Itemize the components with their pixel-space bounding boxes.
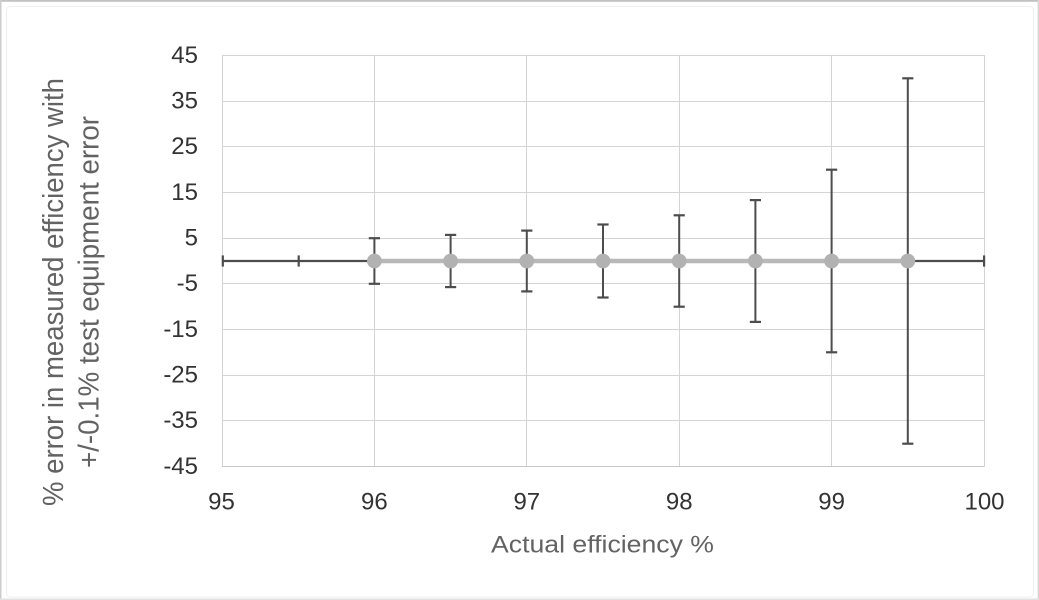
svg-text:Actual efficiency %: Actual efficiency %	[491, 532, 714, 559]
svg-text:35: 35	[171, 87, 198, 114]
svg-text:97: 97	[513, 489, 540, 516]
svg-text:96: 96	[361, 489, 388, 516]
svg-text:5: 5	[185, 225, 198, 252]
svg-text:95: 95	[208, 489, 235, 516]
svg-text:15: 15	[171, 179, 198, 206]
svg-text:% error in measured efficiency: % error in measured efficiency with	[38, 78, 70, 506]
svg-text:25: 25	[171, 133, 198, 160]
svg-text:-5: -5	[177, 270, 198, 297]
svg-text:98: 98	[666, 489, 693, 516]
svg-text:-45: -45	[163, 453, 198, 480]
svg-text:45: 45	[171, 42, 198, 69]
svg-text:+/-0.1% test equipment error: +/-0.1% test equipment error	[74, 116, 106, 468]
svg-text:-25: -25	[163, 362, 198, 389]
svg-text:99: 99	[818, 489, 845, 516]
svg-text:-35: -35	[163, 407, 198, 434]
svg-text:-15: -15	[163, 316, 198, 343]
svg-text:100: 100	[964, 489, 1004, 516]
